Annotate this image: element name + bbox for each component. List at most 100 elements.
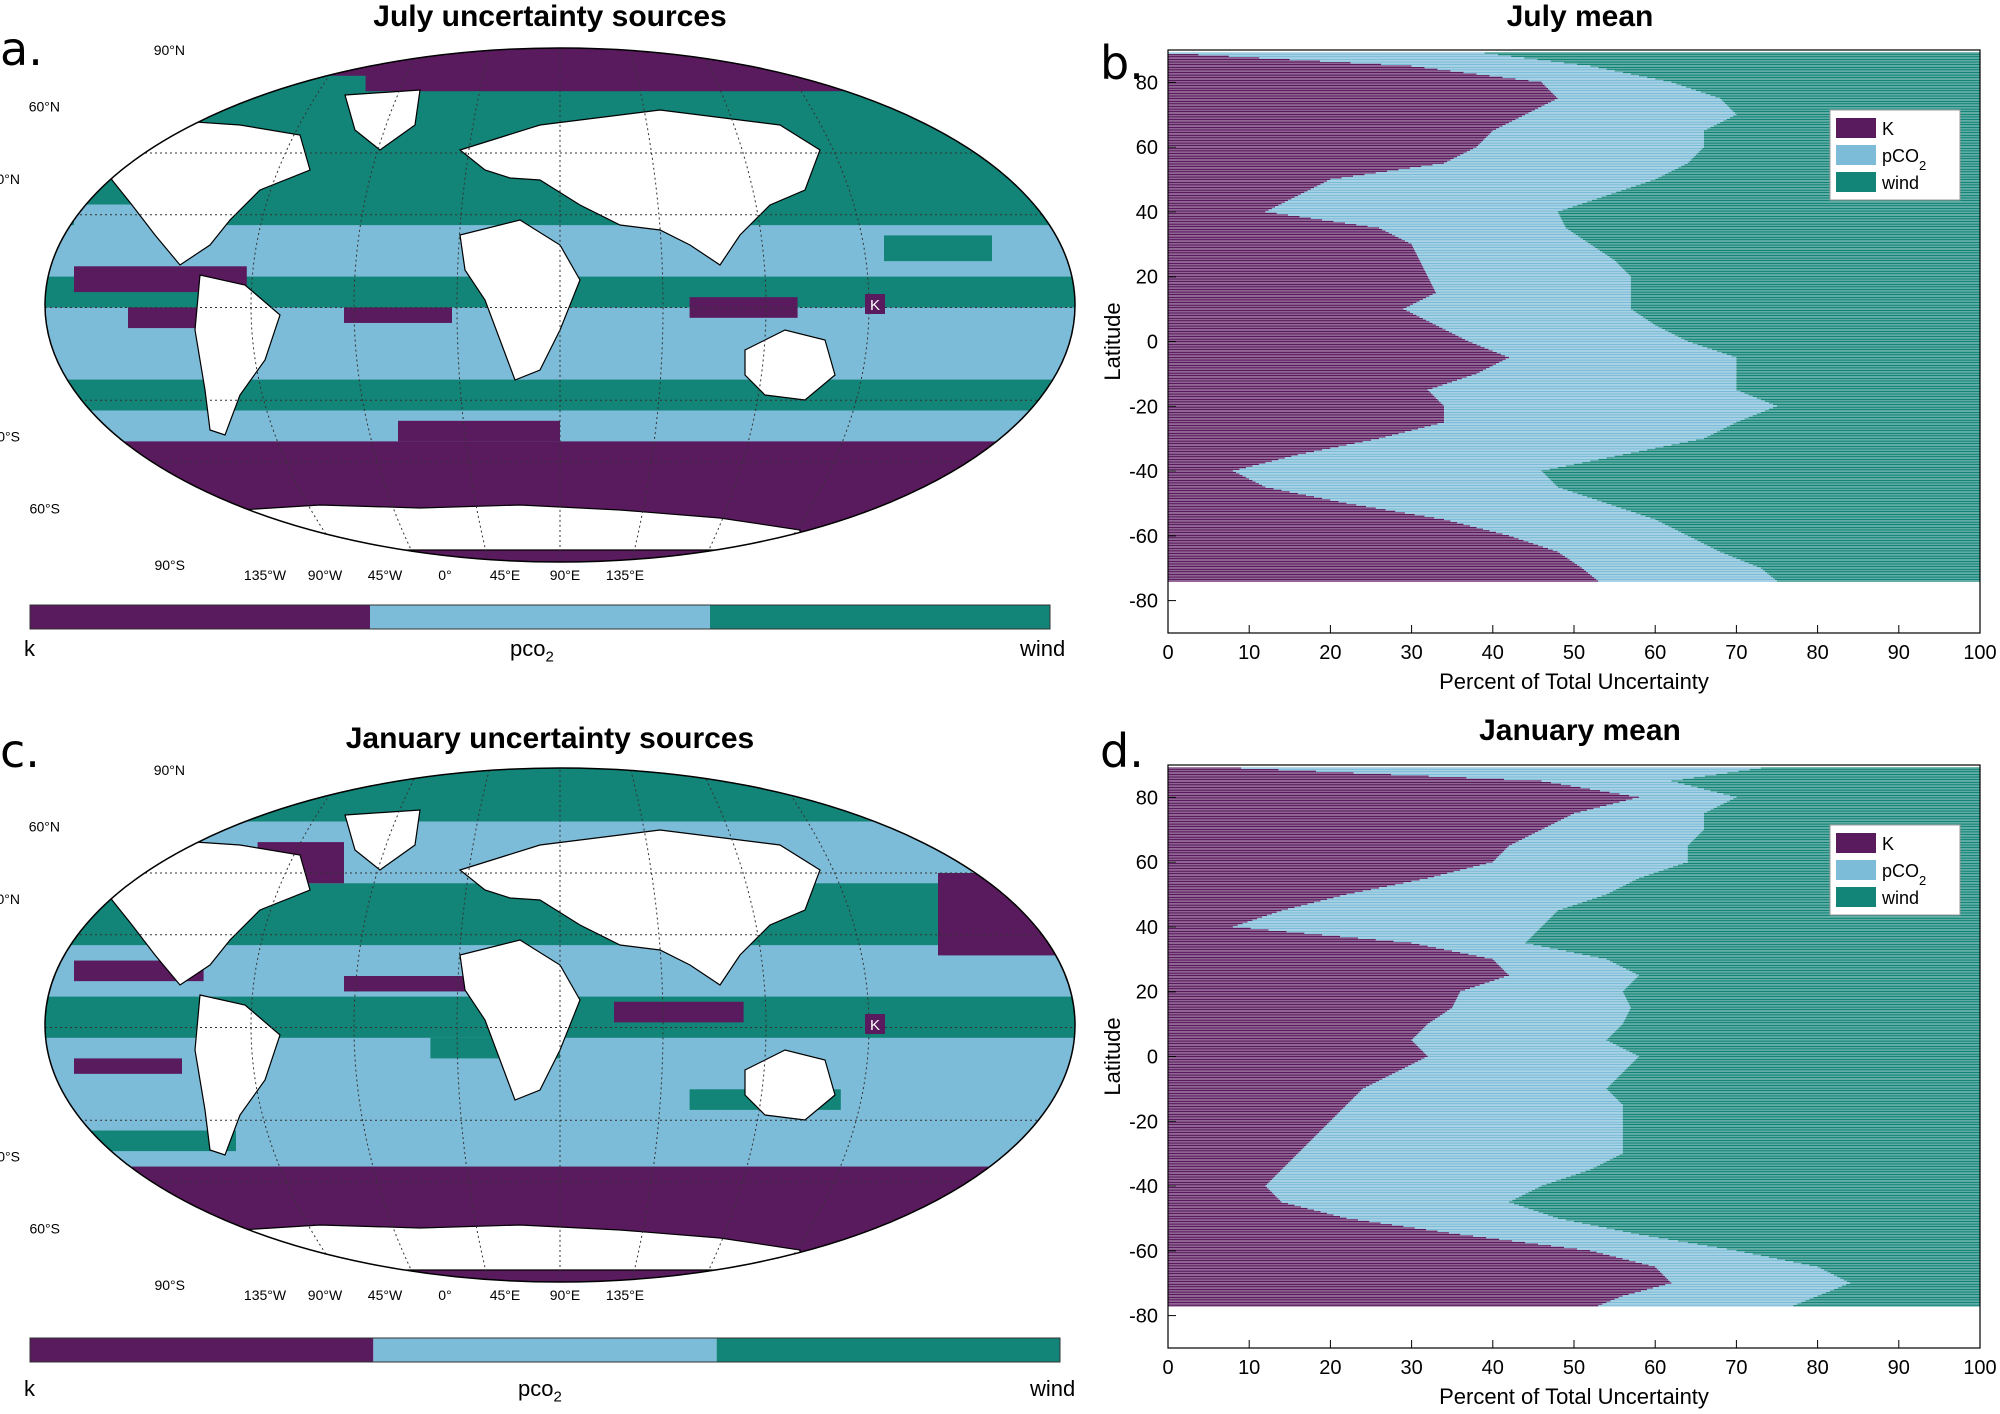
bar-k — [1168, 352, 1497, 354]
continent — [744, 1049, 836, 1121]
bar-pco2 — [1483, 369, 1737, 372]
k-marker-label: K — [870, 297, 880, 314]
bar-k — [1168, 1144, 1307, 1147]
colorbar-a-frame — [29, 604, 1051, 630]
bar-wind — [1703, 788, 1980, 790]
bar-pco2 — [1314, 1136, 1623, 1138]
bar-wind — [1752, 415, 1980, 417]
bar-pco2 — [1461, 337, 1682, 339]
bar-k — [1168, 911, 1277, 913]
bar-k — [1168, 259, 1420, 262]
bar-k — [1168, 819, 1562, 821]
bar-wind — [1837, 1287, 1980, 1289]
bar-k — [1168, 429, 1412, 432]
bar-k — [1168, 120, 1513, 122]
bar-wind — [1650, 321, 1980, 323]
bar-pco2 — [1323, 1126, 1623, 1129]
bar-wind — [1582, 494, 1980, 496]
bar-wind — [1801, 1262, 1980, 1265]
bar-wind — [1677, 864, 1980, 866]
bar-wind — [1637, 976, 1980, 978]
bar-wind — [1756, 565, 1980, 568]
graticule-lon — [353, 49, 419, 562]
bar-pco2 — [1310, 1139, 1623, 1142]
bar-k — [1168, 1199, 1281, 1202]
bar-k — [1168, 1305, 1599, 1307]
x-tick-label: 0 — [1162, 1357, 1173, 1379]
bar-k — [1168, 1073, 1393, 1075]
bar-pco2 — [1418, 1045, 1620, 1048]
bar-pco2 — [1598, 1305, 1794, 1307]
bar-wind — [1622, 1139, 1980, 1142]
bar-wind — [1582, 203, 1980, 205]
bar-pco2 — [1419, 300, 1631, 302]
bar-wind — [1611, 1034, 1980, 1036]
bar-k — [1168, 890, 1363, 892]
y-tick-label: -60 — [1129, 526, 1158, 548]
bar-pco2 — [1375, 939, 1529, 941]
bar-pco2 — [1317, 185, 1636, 187]
bar-pco2 — [1632, 798, 1734, 800]
bar-k — [1168, 324, 1436, 326]
bar-pco2 — [1422, 298, 1631, 300]
bar-k — [1168, 334, 1456, 336]
bar-pco2 — [1648, 1264, 1810, 1266]
bar-k — [1168, 1047, 1420, 1049]
bar-k — [1168, 1295, 1623, 1297]
bar-pco2 — [1288, 1162, 1604, 1164]
bar-k — [1168, 360, 1503, 362]
bar-k — [1168, 905, 1302, 907]
bar-wind — [1752, 564, 1980, 566]
bar-k — [1168, 1246, 1565, 1249]
bar-wind — [1622, 1115, 1980, 1117]
bar-pco2 — [1406, 306, 1631, 308]
x-tick-label: 70 — [1725, 1357, 1747, 1379]
bar-wind — [1621, 190, 1980, 192]
bar-pco2 — [1257, 918, 1550, 920]
bar-k — [1168, 280, 1431, 283]
bar-k — [1168, 522, 1458, 524]
bar-wind — [1630, 280, 1980, 283]
bar-k — [1168, 392, 1432, 394]
bar-wind — [1843, 1279, 1980, 1281]
bar-k — [1168, 1206, 1302, 1208]
bar-k — [1168, 144, 1479, 147]
bar-pco2 — [1338, 501, 1602, 503]
x-tick-label: 40 — [1482, 642, 1504, 664]
bar-pco2 — [1669, 1280, 1847, 1283]
bar-wind — [1616, 191, 1980, 193]
bar-k — [1168, 159, 1451, 161]
bar-wind — [1723, 793, 1980, 795]
bar-wind — [1562, 209, 1980, 211]
bar-pco2 — [1554, 99, 1722, 101]
y-tick-label: 20 — [1136, 267, 1158, 289]
bar-wind — [1565, 950, 1980, 952]
bar-wind — [1703, 814, 1980, 816]
bar-k — [1168, 426, 1425, 428]
bar-wind — [1606, 1088, 1980, 1090]
bar-k — [1168, 373, 1477, 375]
bar-pco2 — [1655, 1266, 1818, 1268]
bar-pco2 — [1416, 253, 1605, 255]
bar-pco2 — [1502, 76, 1648, 79]
bar-pco2 — [1358, 1092, 1612, 1095]
bar-pco2 — [1588, 572, 1767, 574]
bar-k — [1168, 342, 1473, 344]
bar-wind — [1736, 363, 1980, 365]
bar-pco2 — [1476, 526, 1672, 529]
bar-pco2 — [1444, 518, 1656, 521]
bar-pco2 — [1271, 913, 1555, 915]
bar-wind — [1543, 924, 1980, 926]
map-c-graticule — [45, 769, 1075, 1282]
bar-k — [1168, 348, 1489, 351]
bar-pco2 — [1409, 305, 1631, 307]
bar-pco2 — [1317, 1133, 1623, 1135]
bar-k — [1168, 183, 1321, 185]
bar-wind — [1528, 939, 1980, 941]
bar-pco2 — [1341, 177, 1659, 179]
bar-wind — [1608, 1089, 1980, 1091]
bar-k — [1168, 113, 1526, 116]
bar-k — [1168, 484, 1263, 487]
bar-wind — [1707, 1245, 1980, 1247]
bar-k — [1168, 1096, 1355, 1098]
